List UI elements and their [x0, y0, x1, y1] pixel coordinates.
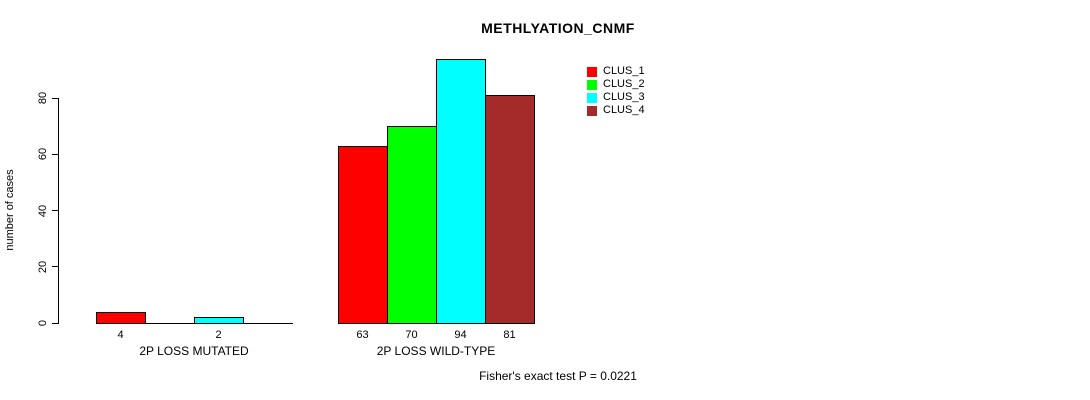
legend-label: CLUS_2: [603, 78, 645, 90]
legend-item: CLUS_3: [587, 91, 645, 104]
x-category-label: 2P LOSS MUTATED: [139, 344, 249, 358]
zero-bar-line: [243, 323, 293, 324]
bar: [96, 312, 146, 324]
legend-swatch: [587, 105, 597, 116]
y-tick: [52, 97, 58, 99]
legend-swatch: [587, 79, 597, 90]
bar-value-label: 81: [503, 329, 516, 341]
legend-swatch: [587, 66, 597, 77]
y-tick: [52, 322, 58, 324]
y-tick: [52, 266, 58, 268]
legend-label: CLUS_1: [603, 65, 645, 77]
bar: [194, 317, 244, 324]
legend: CLUS_1 CLUS_2 CLUS_3 CLUS_4: [587, 65, 645, 117]
legend-item: CLUS_2: [587, 78, 645, 91]
bar: [436, 59, 486, 324]
legend-item: CLUS_4: [587, 104, 645, 117]
bar-value-label: 70: [405, 329, 418, 341]
legend-item: CLUS_1: [587, 65, 645, 78]
bar-value-label: 94: [454, 329, 467, 341]
y-tick-label: 40: [37, 204, 49, 217]
bar: [485, 95, 535, 324]
legend-label: CLUS_4: [603, 104, 645, 116]
chart-title: METHLYATION_CNMF: [481, 20, 635, 36]
y-tick: [52, 210, 58, 211]
bar-value-label: 2: [215, 329, 222, 341]
x-category-label: 2P LOSS WILD-TYPE: [376, 344, 496, 358]
y-tick-label: 80: [37, 91, 49, 105]
legend-swatch: [587, 92, 597, 103]
legend-label: CLUS_3: [603, 91, 645, 103]
y-tick-label: 60: [37, 148, 49, 161]
bar: [387, 126, 437, 324]
bar: [338, 146, 388, 324]
y-tick-label: 20: [37, 260, 49, 273]
y-tick: [52, 153, 58, 155]
bar-value-label: 63: [356, 329, 369, 341]
zero-bar-line: [145, 323, 195, 324]
y-tick-label: 0: [37, 319, 49, 327]
footnote-text: Fisher's exact test P = 0.0221: [479, 369, 637, 383]
bar-value-label: 4: [117, 329, 124, 341]
y-axis-line: [58, 98, 59, 324]
